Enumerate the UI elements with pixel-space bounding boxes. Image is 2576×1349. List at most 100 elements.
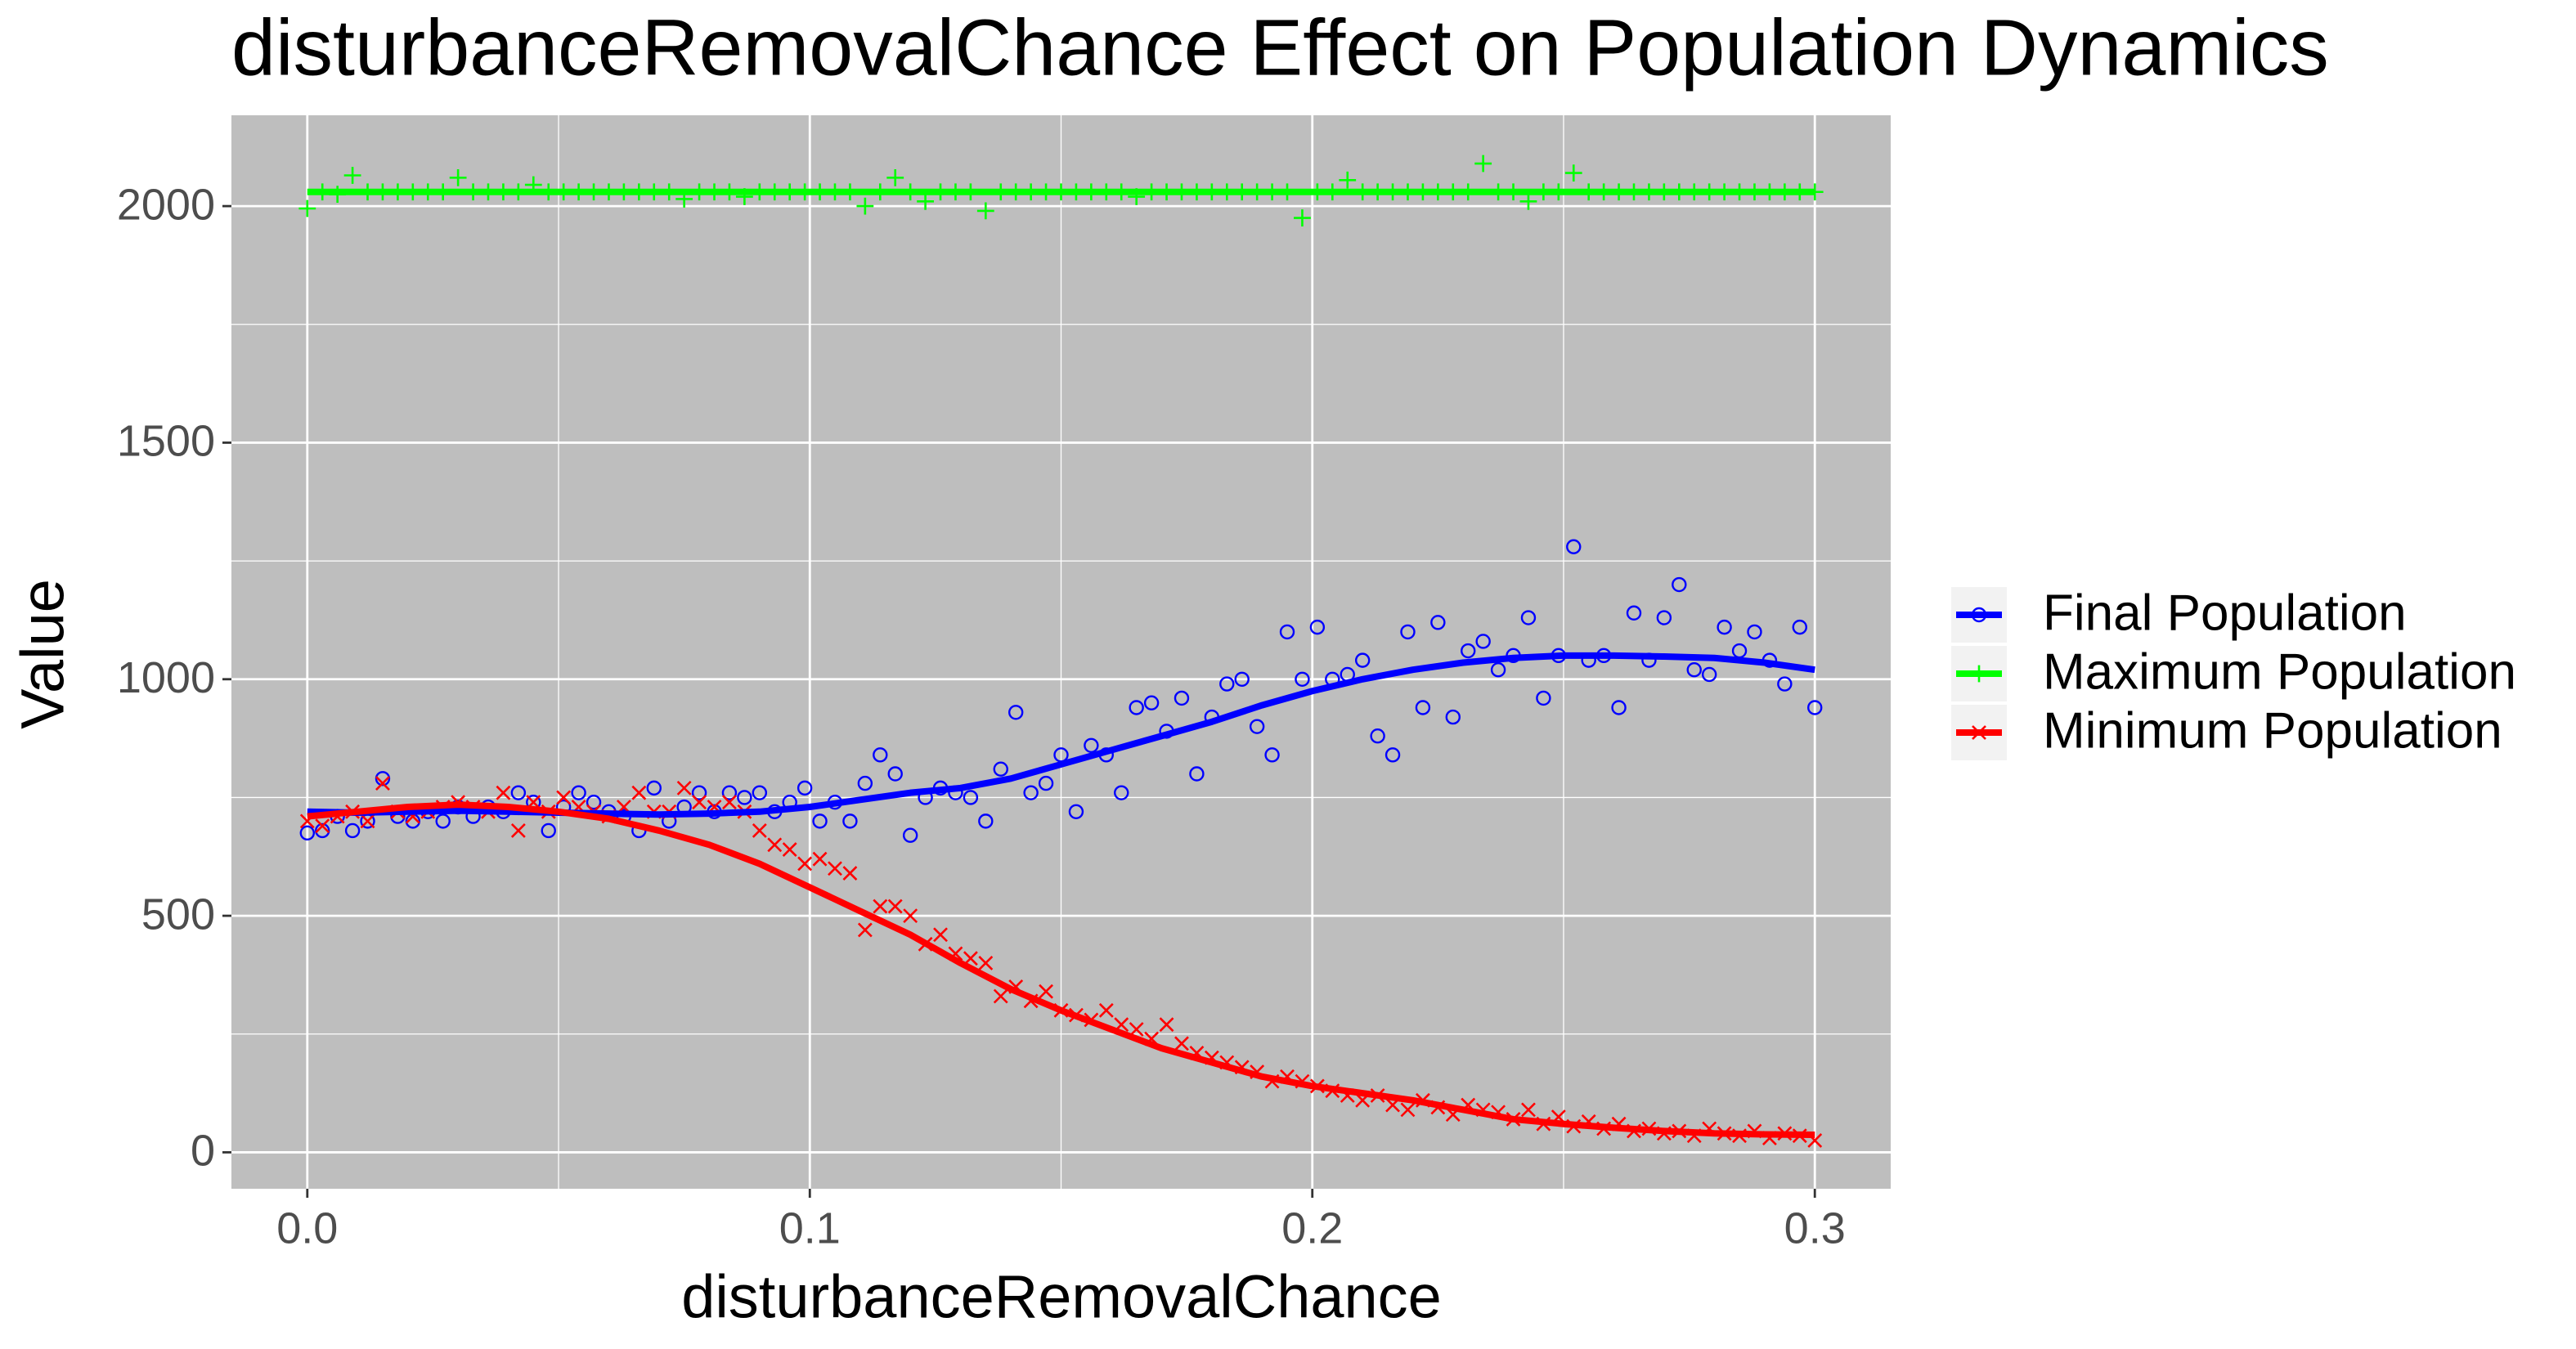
point: [857, 922, 873, 938]
point: [1747, 624, 1762, 640]
point: [812, 813, 828, 829]
point: [993, 761, 1008, 777]
point: [1777, 676, 1793, 692]
x-tick-label: 0.1: [779, 1203, 841, 1253]
point: [752, 785, 768, 800]
point: [510, 823, 526, 838]
point: [541, 822, 556, 839]
point: [1415, 700, 1431, 715]
point: [556, 790, 572, 805]
point: [842, 866, 858, 881]
point: [1384, 747, 1401, 763]
point: [1294, 209, 1311, 226]
point: [1038, 775, 1054, 791]
point: [737, 790, 752, 805]
point: [933, 927, 948, 943]
point: [496, 785, 511, 800]
point: [1430, 615, 1446, 630]
point: [1445, 709, 1461, 725]
point: [993, 988, 1008, 1004]
point: [976, 202, 994, 220]
point: [842, 813, 858, 829]
point: [1566, 539, 1582, 554]
point: [1686, 662, 1702, 678]
point: [978, 813, 994, 829]
point: [646, 780, 662, 796]
point: [375, 776, 390, 791]
point: [1189, 766, 1205, 782]
point: [1174, 690, 1190, 706]
point: [1701, 666, 1717, 683]
point: [1520, 610, 1537, 625]
point: [797, 780, 813, 796]
point: [1023, 785, 1039, 800]
point: [1475, 634, 1491, 649]
x-tick-label: 0.0: [276, 1203, 338, 1253]
point: [1219, 676, 1235, 692]
point: [1370, 728, 1385, 744]
point: [873, 747, 888, 763]
point: [1792, 619, 1807, 635]
point: [1008, 705, 1024, 720]
point: [1039, 984, 1053, 999]
point: [857, 775, 873, 791]
point: [1971, 607, 1987, 623]
point: [315, 822, 330, 839]
point: [691, 785, 707, 800]
point: [344, 822, 361, 839]
point: [1114, 785, 1129, 800]
point: [1400, 624, 1416, 640]
point: [1474, 155, 1492, 173]
point: [631, 785, 647, 800]
point: [812, 851, 828, 867]
point: [886, 168, 904, 186]
x-axis-title: disturbanceRemovalChance: [681, 1263, 1442, 1331]
x-tick-label: 0.3: [1784, 1203, 1846, 1253]
point: [1129, 700, 1144, 715]
point: [856, 197, 874, 215]
y-axis-title: Value: [9, 579, 77, 729]
point: [571, 785, 586, 800]
point: [873, 899, 888, 914]
point: [360, 813, 375, 829]
point: [1264, 747, 1280, 763]
point: [752, 823, 767, 838]
point: [887, 899, 903, 914]
point: [1626, 605, 1642, 621]
point: [1972, 725, 1986, 740]
point: [343, 167, 361, 184]
point: [510, 785, 527, 800]
point: [1656, 610, 1672, 625]
point: [902, 827, 918, 843]
point: [1295, 671, 1310, 687]
point: [692, 795, 707, 810]
point: [1354, 652, 1371, 668]
y-tick-label: 500: [141, 890, 215, 939]
point: [903, 908, 918, 924]
point: [1536, 690, 1551, 706]
point: [676, 780, 692, 796]
point: [1174, 1036, 1189, 1051]
y-tick-label: 2000: [117, 180, 215, 229]
y-tick-label: 1000: [117, 653, 215, 702]
point: [1084, 737, 1099, 753]
point: [449, 168, 467, 186]
point: [887, 766, 903, 782]
point: [435, 813, 451, 829]
point: [586, 795, 602, 810]
point: [1309, 619, 1326, 635]
chart-title: disturbanceRemovalChance Effect on Popul…: [231, 3, 2329, 92]
point: [375, 771, 391, 787]
point: [722, 795, 737, 810]
point: [1400, 1102, 1416, 1118]
point: [1159, 1017, 1174, 1033]
point: [1249, 719, 1265, 734]
legend-label: Minimum Population: [2043, 702, 2502, 759]
point: [1279, 624, 1295, 640]
point: [1519, 192, 1537, 210]
point: [828, 861, 842, 876]
point: [1490, 662, 1506, 678]
y-tick-label: 1500: [117, 417, 215, 466]
point: [1461, 643, 1476, 659]
